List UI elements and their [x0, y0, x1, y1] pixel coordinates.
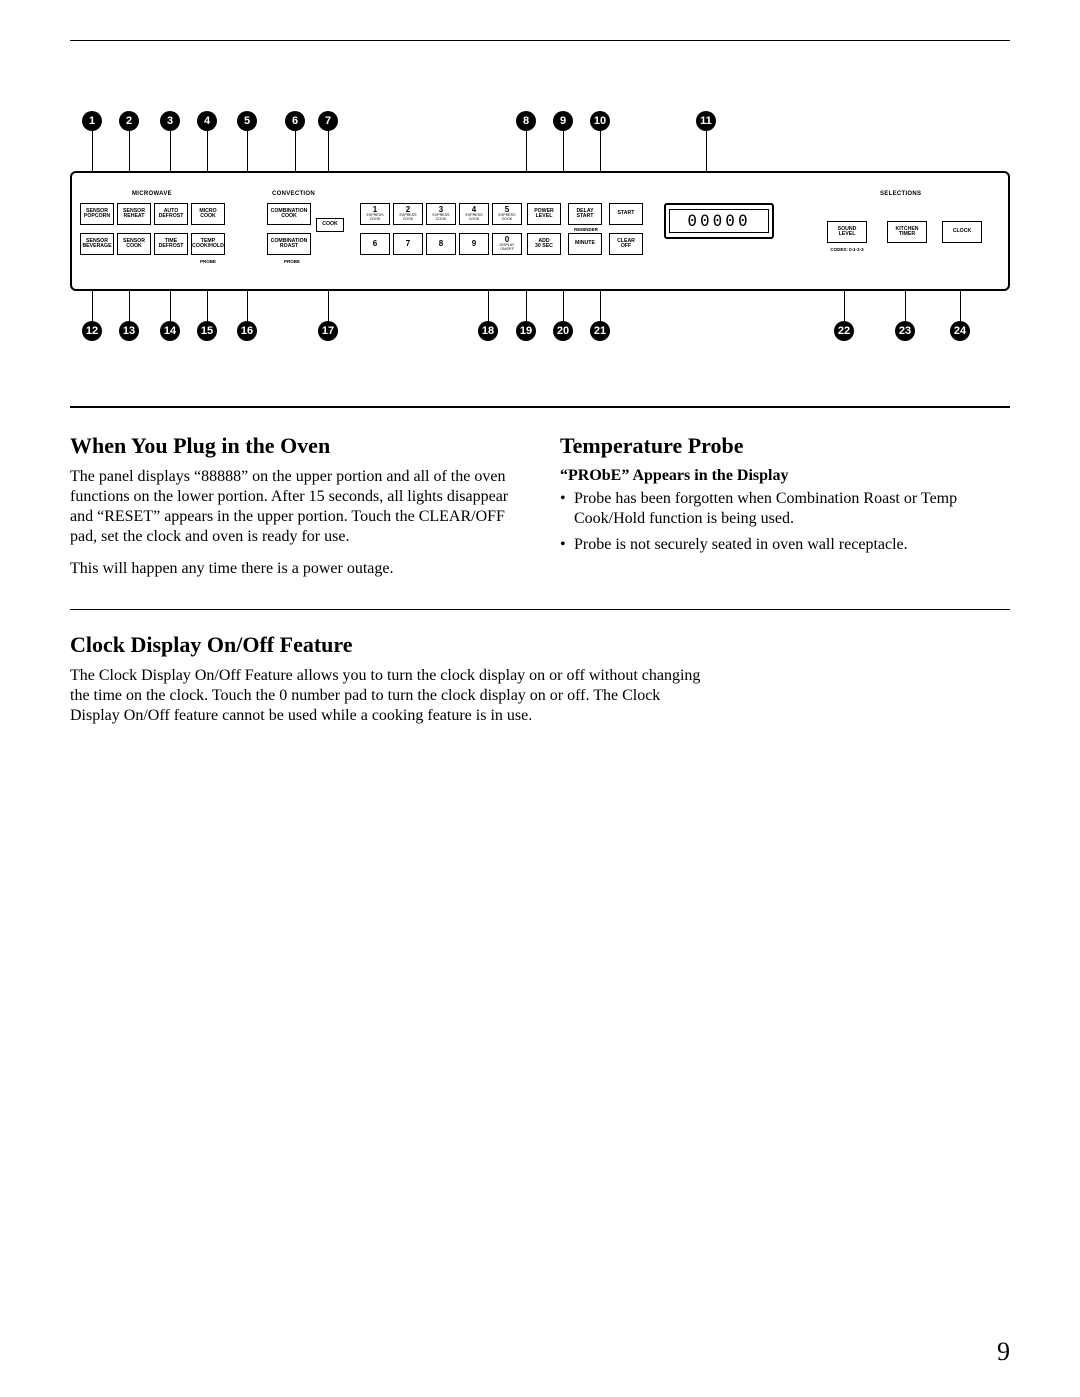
btn-num-7[interactable]: 7 [393, 233, 423, 255]
heading-clock: Clock Display On/Off Feature [70, 632, 710, 658]
para-plug-in-1: The panel displays “88888” on the upper … [70, 467, 520, 547]
top-rule [70, 40, 1010, 41]
heading-plug-in: When You Plug in the Oven [70, 433, 520, 459]
btn-time-defrost[interactable]: TIMEDEFROST [154, 233, 188, 255]
label-probe-1: PROBE [198, 259, 218, 264]
btn-power-level[interactable]: POWERLEVEL [527, 203, 561, 225]
probe-bullets: Probe has been forgotten when Combinatio… [560, 489, 1010, 555]
btn-num-9[interactable]: 9 [459, 233, 489, 255]
mid-rule-2 [70, 609, 1010, 610]
subheading-probe: “PRObE” Appears in the Display [560, 467, 1010, 485]
btn-num-0[interactable]: 0DISPLAY ON/OFF [492, 233, 522, 255]
panel-outline: MICROWAVE CONVECTION SELECTIONS COMBINAT… [70, 171, 1010, 291]
digital-display: 00000 [664, 203, 774, 239]
btn-clock-[interactable]: CLOCK [942, 221, 982, 243]
btn-start-[interactable]: START [609, 203, 643, 225]
btn-clear-off[interactable]: CLEAROFF [609, 233, 643, 255]
body-two-col: When You Plug in the Oven The panel disp… [70, 433, 1010, 591]
heading-probe: Temperature Probe [560, 433, 1010, 459]
probe-bullet-1: Probe has been forgotten when Combinatio… [560, 489, 1010, 529]
btn-combination-roast[interactable]: COMBINATIONROAST [267, 233, 311, 255]
btn-temp-cook-hold[interactable]: TEMPCOOK/HOLD [191, 233, 225, 255]
btn-minute-[interactable]: MINUTE [568, 233, 602, 255]
btn-sensor-beverage[interactable]: SENSORBEVERAGE [80, 233, 114, 255]
label-probe-2: PROBE [282, 259, 302, 264]
label-convection: CONVECTION [272, 191, 315, 197]
label-selections: SELECTIONS [880, 191, 921, 197]
mid-rule-1 [70, 406, 1010, 408]
btn-delay-start[interactable]: DELAYSTART [568, 203, 602, 225]
probe-bullet-2: Probe is not securely seated in oven wal… [560, 535, 1010, 555]
btn-num-2[interactable]: 2EXPRESS COOK [393, 203, 423, 225]
display-readout: 00000 [669, 209, 769, 234]
btn-num-4[interactable]: 4EXPRESS COOK [459, 203, 489, 225]
section-clock: Clock Display On/Off Feature The Clock D… [70, 632, 710, 726]
label-reminder: REMINDER [572, 227, 600, 232]
btn-sensor-cook[interactable]: SENSORCOOK [117, 233, 151, 255]
col-right: Temperature Probe “PRObE” Appears in the… [560, 433, 1010, 591]
label-codes: CODES: 0-1-2-3 [829, 247, 865, 252]
label-microwave: MICROWAVE [132, 191, 172, 197]
btn-num-5[interactable]: 5EXPRESS COOK [492, 203, 522, 225]
btn-cook[interactable]: COOK [316, 218, 344, 232]
btn-num-3[interactable]: 3EXPRESS COOK [426, 203, 456, 225]
para-plug-in-2: This will happen any time there is a pow… [70, 559, 520, 579]
para-clock: The Clock Display On/Off Feature allows … [70, 666, 710, 726]
btn-auto-defrost[interactable]: AUTODEFROST [154, 203, 188, 225]
page-number: 9 [997, 1337, 1010, 1367]
btn-num-6[interactable]: 6 [360, 233, 390, 255]
col-left: When You Plug in the Oven The panel disp… [70, 433, 520, 591]
btn-sound-level[interactable]: SOUNDLEVEL [827, 221, 867, 243]
btn-sensor-reheat[interactable]: SENSORREHEAT [117, 203, 151, 225]
btn-kitchen-timer[interactable]: KITCHENTIMER [887, 221, 927, 243]
btn-combination-cook[interactable]: COMBINATIONCOOK [267, 203, 311, 225]
btn-num-8[interactable]: 8 [426, 233, 456, 255]
btn-sensor-popcorn[interactable]: SENSORPOPCORN [80, 203, 114, 225]
btn-num-1[interactable]: 1EXPRESS COOK [360, 203, 390, 225]
btn-add-30-sec[interactable]: ADD30 SEC [527, 233, 561, 255]
btn-micro-cook[interactable]: MICROCOOK [191, 203, 225, 225]
control-panel-diagram: 1234567891011 12131415161718192021222324… [70, 111, 1010, 381]
